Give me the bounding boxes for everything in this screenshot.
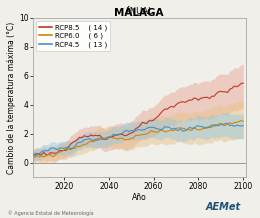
Legend: RCP8.5    ( 14 ), RCP6.0    ( 6 ), RCP4.5    ( 13 ): RCP8.5 ( 14 ), RCP6.0 ( 6 ), RCP4.5 ( 13… [36,21,110,51]
Text: © Agencia Estatal de Meteorología: © Agencia Estatal de Meteorología [8,210,93,216]
X-axis label: Año: Año [132,193,146,202]
Y-axis label: Cambio de la temperatura máxima (°C): Cambio de la temperatura máxima (°C) [7,21,16,174]
Title: MÁLAGA: MÁLAGA [114,8,164,18]
Text: ANUAL: ANUAL [125,7,153,16]
Text: AEMet: AEMet [206,202,241,212]
